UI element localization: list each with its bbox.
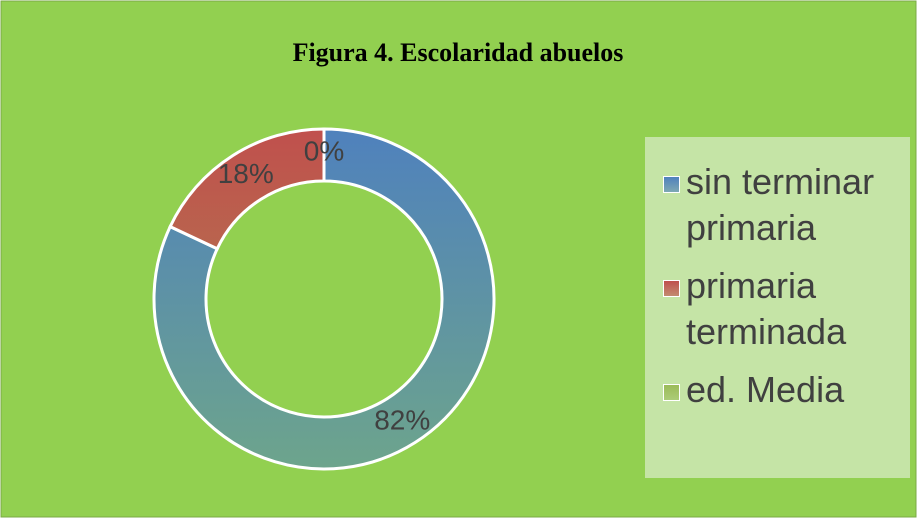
data-label: 0%: [304, 135, 344, 166]
legend-label: primaria terminada: [686, 265, 847, 352]
donut-segment: [152, 127, 496, 471]
legend-entry: sin terminar primaria: [663, 159, 910, 251]
legend-entry: primaria terminada: [663, 263, 910, 355]
legend: sin terminar primaria primaria terminada e…: [645, 137, 910, 478]
legend-label: sin terminar primaria: [686, 161, 875, 248]
legend-swatch: [663, 176, 680, 193]
legend-swatch: [663, 384, 680, 401]
data-label: 18%: [218, 158, 274, 189]
legend-label: ed. Media: [686, 369, 845, 410]
legend-swatch: [663, 280, 680, 297]
data-label: 82%: [374, 405, 430, 436]
chart-title: Figura 4. Escolaridad abuelos: [293, 38, 624, 67]
legend-entry: ed. Media: [663, 367, 910, 413]
